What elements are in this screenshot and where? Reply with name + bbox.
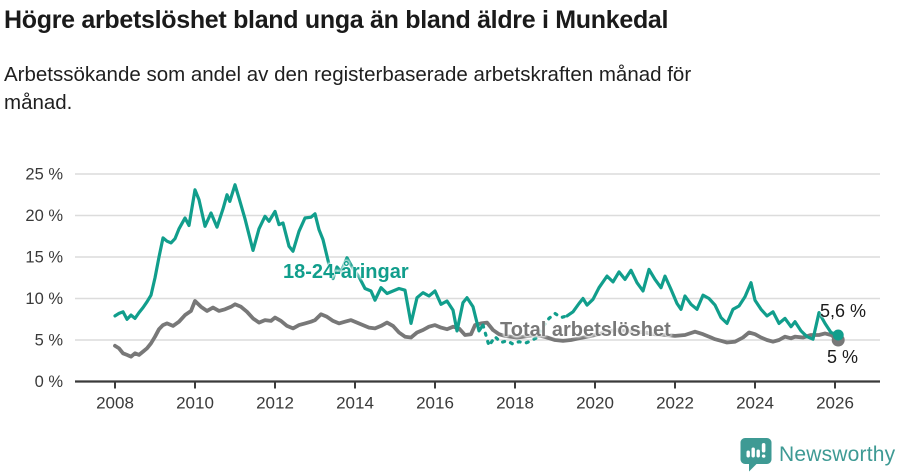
x-tick-label: 2012	[256, 394, 294, 413]
youth-series-line	[565, 267, 840, 341]
y-tick-label: 15 %	[25, 249, 63, 267]
total-series-line	[113, 299, 841, 359]
x-tick-label: 2008	[96, 394, 134, 413]
chart-header: Högre arbetslöshet bland unga än bland ä…	[4, 6, 864, 117]
x-tick-label: 2022	[656, 394, 694, 413]
y-tick-label: 5 %	[35, 332, 64, 350]
page-title: Högre arbetslöshet bland unga än bland ä…	[4, 6, 669, 34]
youth-series-line	[113, 183, 485, 333]
end-value-total: 5 %	[827, 347, 859, 367]
x-tick-label: 2024	[736, 394, 774, 413]
x-tick-label: 2026	[816, 394, 854, 413]
y-tick-label: 20 %	[25, 207, 63, 225]
youth-end-dot	[832, 329, 844, 341]
newsworthy-logo-icon	[740, 437, 772, 472]
youth-series-line	[481, 311, 569, 348]
series-label-youth: 18-24-åringar	[283, 261, 409, 283]
newsworthy-attribution: Newsworthy	[740, 437, 895, 472]
y-tick-label: 0 %	[35, 373, 64, 391]
x-tick-label: 2020	[576, 394, 614, 413]
x-tick-label: 2018	[496, 394, 534, 413]
newsworthy-wordmark: Newsworthy	[779, 442, 896, 466]
x-tick-label: 2016	[416, 394, 454, 413]
series-label-total: Total arbetslöshet	[500, 319, 671, 341]
y-tick-label: 10 %	[25, 290, 63, 308]
chart-subtitle: Arbetssökande som andel av den registerb…	[4, 63, 692, 114]
y-tick-label: 25 %	[25, 166, 63, 184]
end-value-youth: 5,6 %	[820, 301, 867, 321]
x-tick-label: 2010	[176, 394, 214, 413]
x-tick-label: 2014	[336, 394, 374, 413]
